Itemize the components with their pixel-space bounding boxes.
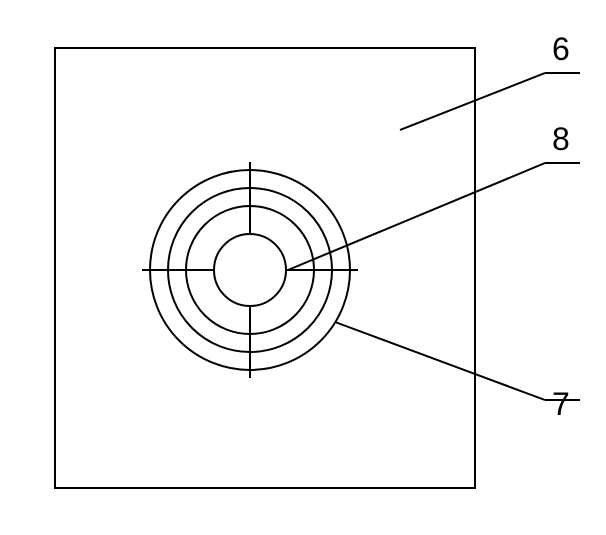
- label-6-text: 6: [552, 31, 570, 67]
- label-7-text: 7: [552, 386, 570, 422]
- ring-3: [214, 234, 286, 306]
- label-8-text: 8: [552, 121, 570, 157]
- technical-diagram: 6 8 7: [0, 0, 606, 535]
- canvas-background: [0, 0, 606, 535]
